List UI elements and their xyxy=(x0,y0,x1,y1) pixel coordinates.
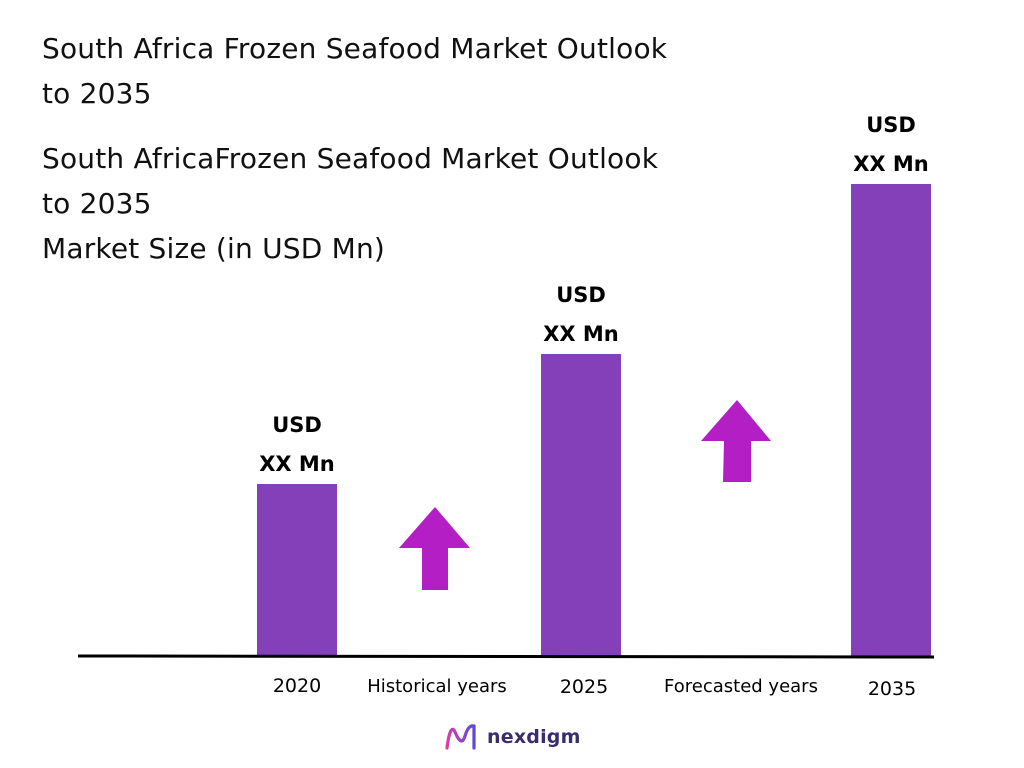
bar-2020 xyxy=(257,484,337,656)
period-label-historical: Historical years xyxy=(367,676,507,697)
value-label-2025-line-1: USD xyxy=(556,283,606,307)
value-label-2025-line-2: XX Mn xyxy=(543,322,619,346)
historical-growth-arrow-icon xyxy=(399,507,470,590)
chart-title-line-2: to 2035 xyxy=(42,77,152,110)
value-label-2035-line-2: XX Mn xyxy=(853,152,929,176)
forecast-growth-arrow-icon xyxy=(701,400,771,482)
chart-subtitle-line-1: South AfricaFrozen Seafood Market Outloo… xyxy=(42,142,659,175)
x-tick-label-2035: 2035 xyxy=(868,678,916,700)
value-label-2020-line-2: XX Mn xyxy=(259,452,335,476)
nexdigm-logo-text: nexdigm xyxy=(487,726,581,748)
chart-title: South Africa Frozen Seafood Market Outlo… xyxy=(42,26,802,116)
bar-2025 xyxy=(541,354,621,656)
chart-title-line-1: South Africa Frozen Seafood Market Outlo… xyxy=(42,32,668,65)
bar-2035 xyxy=(851,184,931,656)
x-axis-line xyxy=(77,654,935,659)
chart-subtitle-line-3: Market Size (in USD Mn) xyxy=(42,232,386,265)
chart-subtitle: South AfricaFrozen Seafood Market Outloo… xyxy=(42,136,822,271)
chart-subtitle-line-2: to 2035 xyxy=(42,187,152,220)
value-label-2020-line-1: USD xyxy=(272,413,322,437)
nexdigm-logo: nexdigm xyxy=(443,722,581,752)
value-label-2035-line-1: USD xyxy=(866,113,916,137)
period-label-forecasted: Forecasted years xyxy=(664,676,818,697)
nexdigm-logo-icon xyxy=(445,724,476,750)
x-tick-label-2025: 2025 xyxy=(560,676,608,698)
x-tick-label-2020: 2020 xyxy=(273,675,321,697)
